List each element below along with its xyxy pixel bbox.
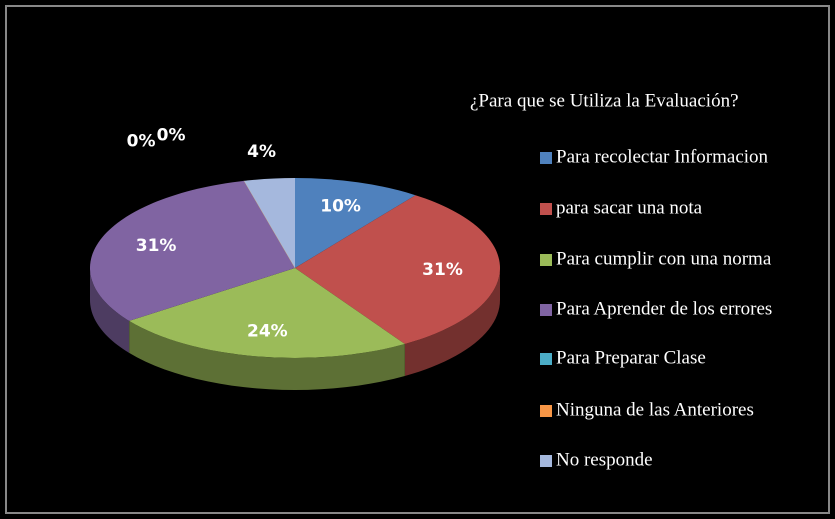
- slice-side: [129, 320, 405, 390]
- legend-swatch: [540, 455, 552, 467]
- data-label: 31%: [422, 260, 463, 280]
- slice: [243, 180, 296, 269]
- legend-title: ¿Para que se Utiliza la Evaluación?: [470, 90, 739, 111]
- slice: [295, 195, 500, 344]
- data-label: 31%: [136, 236, 177, 256]
- slice-side: [404, 268, 500, 376]
- legend-swatch: [540, 353, 552, 365]
- slice: [90, 180, 296, 321]
- legend-label: Para cumplir con una norma: [556, 248, 772, 269]
- legend-swatch: [540, 304, 552, 316]
- slice: [244, 178, 295, 268]
- legend-swatch: [540, 405, 552, 417]
- legend-swatch: [540, 152, 552, 164]
- legend-label: para sacar una nota: [556, 197, 703, 218]
- data-label: 0%: [127, 132, 156, 152]
- legend-label: Ninguna de las Anteriores: [556, 399, 754, 420]
- data-label: 4%: [247, 142, 276, 162]
- legend-label: Para recolectar Informacion: [556, 146, 769, 167]
- data-label: 10%: [320, 196, 361, 216]
- slice: [129, 268, 405, 358]
- data-label: 0%: [157, 126, 186, 146]
- legend-label: Para Preparar Clase: [556, 347, 706, 368]
- legend-swatch: [540, 203, 552, 215]
- data-label: 24%: [247, 322, 288, 342]
- slice: [295, 178, 416, 268]
- frame: [5, 5, 830, 514]
- slice-side: [90, 268, 130, 353]
- legend-swatch: [540, 254, 552, 266]
- legend-label: Para Aprender de los errores: [556, 298, 772, 319]
- legend-label: No responde: [556, 449, 653, 470]
